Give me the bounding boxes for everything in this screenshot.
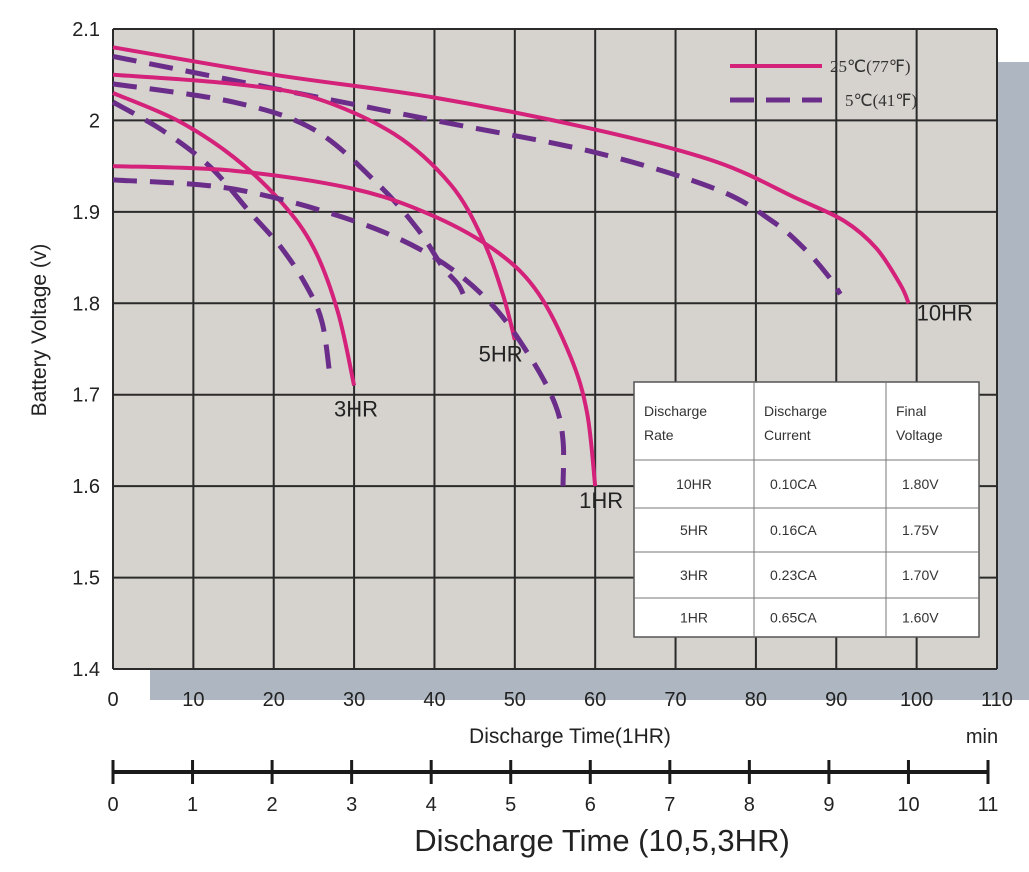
curve-label-3hr: 3HR xyxy=(334,396,378,421)
curve-label-1hr: 1HR xyxy=(579,488,623,513)
table-cell: 5HR xyxy=(680,522,708,538)
x-tick-label: 90 xyxy=(825,689,847,711)
legend-label: 5℃(41℉) xyxy=(845,91,917,110)
table-header-cell: Discharge Current xyxy=(764,403,827,443)
table-cell: 0.10CA xyxy=(770,476,817,492)
x-tick-label: 80 xyxy=(745,689,767,711)
curve-3hr-5c xyxy=(111,99,333,377)
table-cell: 3HR xyxy=(680,567,708,583)
secondary-tick-label: 0 xyxy=(107,794,118,816)
x-tick-label: 60 xyxy=(584,689,606,711)
table-cell: 1.60V xyxy=(902,610,939,626)
y-axis-ticks: 1.4 1.5 1.6 1.7 1.8 1.9 2 2.1 xyxy=(72,19,100,681)
y-axis-title: Battery Voltage (v) xyxy=(28,244,51,417)
x-tick-label: 0 xyxy=(107,689,118,711)
x-tick-label: 40 xyxy=(423,689,445,711)
curve-5hr-25c xyxy=(112,72,517,341)
secondary-tick-label: 8 xyxy=(744,794,755,816)
x-tick-label: 20 xyxy=(263,689,285,711)
y-tick-label: 1.5 xyxy=(72,568,100,590)
curve-label-10hr: 10HR xyxy=(917,300,973,325)
curve-labels: 10HR 5HR 3HR 1HR xyxy=(334,300,973,512)
curves xyxy=(111,45,911,487)
x-axis-ticks: 0 10 20 30 40 50 60 70 80 90 100 110 xyxy=(107,689,1013,711)
table-cell: 1.70V xyxy=(902,567,939,583)
secondary-time-axis: 0 1 2 3 4 5 6 7 8 9 10 11 xyxy=(107,760,998,816)
table-cell: 0.65CA xyxy=(770,610,817,626)
secondary-tick-label: 4 xyxy=(426,794,437,816)
curve-5hr-5c xyxy=(112,81,469,305)
table-cell: 0.16CA xyxy=(770,522,817,538)
table-cell: 10HR xyxy=(676,476,712,492)
x-tick-label: 110 xyxy=(981,689,1013,711)
table-cell: 1.80V xyxy=(902,476,939,492)
x-axis-title: Discharge Time(1HR) xyxy=(469,725,671,748)
table-header-cell: Final Voltage xyxy=(896,403,943,443)
table-cell: 0.23CA xyxy=(770,567,817,583)
secondary-tick-label: 3 xyxy=(346,794,357,816)
curve-1hr-25c xyxy=(112,164,598,487)
curve-10hr-25c xyxy=(112,45,911,305)
secondary-tick-label: 1 xyxy=(187,794,198,816)
legend-label: 25℃(77℉) xyxy=(830,57,911,76)
x-axis-unit: min xyxy=(966,726,998,748)
x-tick-label: 30 xyxy=(343,689,365,711)
y-tick-label: 2 xyxy=(89,110,100,132)
x-tick-label: 70 xyxy=(664,689,686,711)
secondary-axis-title: Discharge Time (10,5,3HR) xyxy=(414,823,790,858)
table-cell: 1HR xyxy=(680,610,708,626)
curve-1hr-5c xyxy=(112,177,567,487)
x-tick-label: 100 xyxy=(900,689,933,711)
x-tick-label: 50 xyxy=(504,689,526,711)
table-background xyxy=(633,381,980,638)
table-header-cell: Discharge Rate xyxy=(644,403,707,443)
curve-label-5hr: 5HR xyxy=(479,342,523,367)
secondary-tick-label: 11 xyxy=(978,794,999,816)
secondary-tick-label: 6 xyxy=(585,794,596,816)
y-tick-label: 1.7 xyxy=(72,385,100,407)
curve-3hr-25c xyxy=(112,91,357,387)
y-tick-label: 2.1 xyxy=(72,19,100,41)
y-tick-label: 1.8 xyxy=(72,293,100,315)
secondary-tick-label: 9 xyxy=(823,794,834,816)
x-tick-label: 10 xyxy=(182,689,204,711)
secondary-tick-label: 10 xyxy=(897,794,919,816)
y-tick-label: 1.9 xyxy=(72,202,100,224)
y-tick-label: 1.4 xyxy=(72,659,100,681)
table-cell: 1.75V xyxy=(902,522,939,538)
curve-10hr-5c xyxy=(112,53,843,296)
secondary-tick-label: 5 xyxy=(505,794,516,816)
y-tick-label: 1.6 xyxy=(72,476,100,498)
secondary-tick-label: 2 xyxy=(267,794,278,816)
secondary-tick-label: 7 xyxy=(664,794,675,816)
discharge-table: Discharge Rate Discharge Current Final Voltag… xyxy=(633,381,980,638)
legend: 25℃(77℉) 5℃(41℉) xyxy=(730,57,917,110)
